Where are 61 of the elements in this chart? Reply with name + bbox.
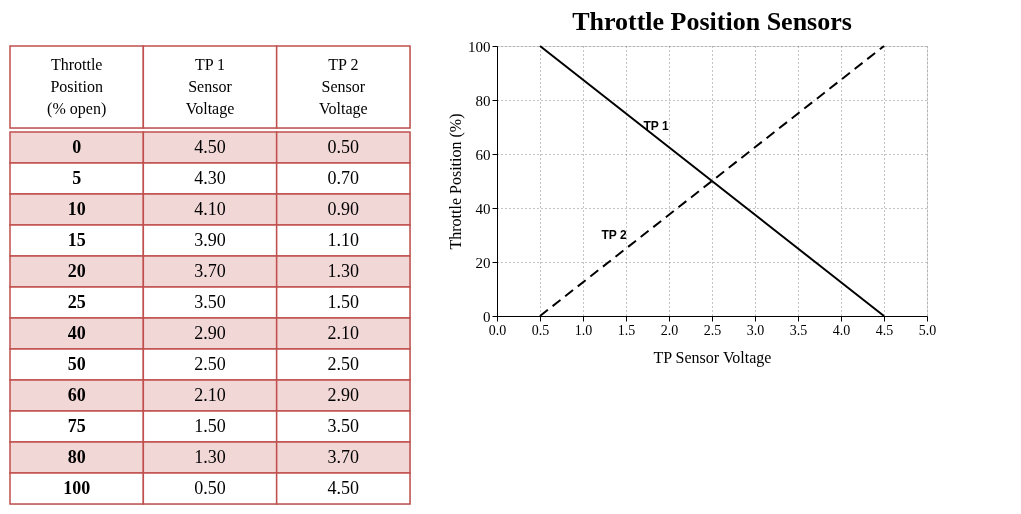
text: 1.30 [327,260,360,281]
x-tick-label: 1.0 [574,322,593,338]
category-label: TP 2 Sensor Voltage [319,56,368,118]
x-axis-title: TP Sensor Voltage [653,348,772,367]
text: 60 [67,384,86,405]
text: 1.10 [327,229,360,250]
text: 20 [67,260,86,281]
text: 2.10 [194,384,226,405]
x-tick-label: 3.0 [746,322,765,338]
text: 3.50 [194,291,226,312]
x-tick-label: 4.5 [875,322,894,338]
category-label: Throttle Position (% open) [47,56,107,118]
x-tick-label: 0.5 [531,322,550,338]
text: 25 [67,291,86,312]
y-tick-label: 20 [475,254,491,271]
text: 0 [72,136,82,157]
x-tick-label: 3.5 [789,322,808,338]
text: 2.10 [327,322,360,343]
text: 1.50 [327,291,360,312]
x-tick-label: 4.0 [832,322,851,338]
text: 15 [67,229,86,250]
x-tick-label: 5.0 [918,322,937,338]
y-tick-label: 40 [475,200,491,217]
text: 4.10 [194,198,226,219]
y-tick-label: 60 [475,146,491,163]
text: 75 [67,415,86,436]
series-label: TP 1 [643,118,669,133]
text: 0.50 [194,477,226,498]
text: 50 [67,353,86,374]
series-label: TP 2 [601,227,627,242]
text: 1.30 [194,446,226,467]
x-tick-label: 1.5 [617,322,636,338]
text: 0.50 [327,136,360,157]
text: 0.70 [327,167,360,188]
text: 5 [72,167,82,188]
text: 2.50 [327,353,360,374]
text: 0.90 [327,198,360,219]
x-tick-label: 0.0 [488,322,507,338]
x-tick-label: 2.0 [660,322,679,338]
text: 1.50 [194,415,226,436]
chart-title: Throttle Position Sensors [572,7,852,36]
text: 4.50 [194,136,226,157]
text: 3.90 [194,229,226,250]
text: 80 [67,446,86,467]
y-tick-label: 100 [468,38,491,55]
text: 100 [63,477,91,498]
text: 3.70 [327,446,360,467]
text: 4.30 [194,167,226,188]
y-tick-label: 0 [483,308,491,325]
text: 4.50 [327,477,360,498]
text: 2.90 [194,322,226,343]
text: 10 [67,198,86,219]
y-tick-label: 80 [475,92,491,109]
text: 40 [67,322,86,343]
text: 3.70 [194,260,226,281]
y-axis-title: Throttle Position (%) [447,113,465,250]
text: 3.50 [327,415,360,436]
category-label: TP 1 Sensor Voltage [185,56,235,118]
x-tick-label: 2.5 [703,322,722,338]
text: 2.50 [194,353,226,374]
text: 2.90 [327,384,360,405]
